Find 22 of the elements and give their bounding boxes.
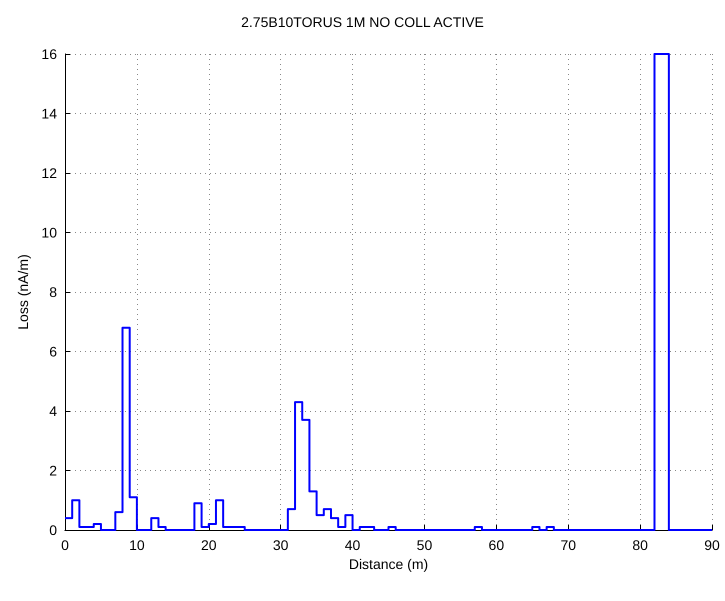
x-tick-label: 0 [61,537,70,553]
x-tick-label: 90 [704,537,720,553]
y-tick-label: 10 [41,224,58,240]
x-axis-title: Distance (m) [348,556,428,572]
x-tick-label: 30 [272,537,289,553]
y-tick-label: 16 [41,46,58,62]
x-tick-label: 20 [200,537,217,553]
chart-title: 2.75B10TORUS 1M NO COLL ACTIVE [241,14,484,30]
y-tick-label: 4 [49,403,58,419]
y-axis-title: Loss (nA/m) [15,254,31,330]
x-tick-label: 80 [632,537,648,553]
y-tick-label: 2 [49,462,58,478]
y-tick-label: 8 [49,284,58,300]
x-tick-label: 40 [344,537,361,553]
y-tick-label: 6 [49,344,58,360]
y-tick-label: 12 [41,165,58,181]
x-tick-label: 70 [560,537,576,553]
x-tick-label: 50 [416,537,432,553]
y-tick-label: 0 [49,522,58,538]
x-tick-label: 10 [129,537,145,553]
x-tick-label: 60 [488,537,504,553]
y-tick-label: 14 [41,106,58,122]
